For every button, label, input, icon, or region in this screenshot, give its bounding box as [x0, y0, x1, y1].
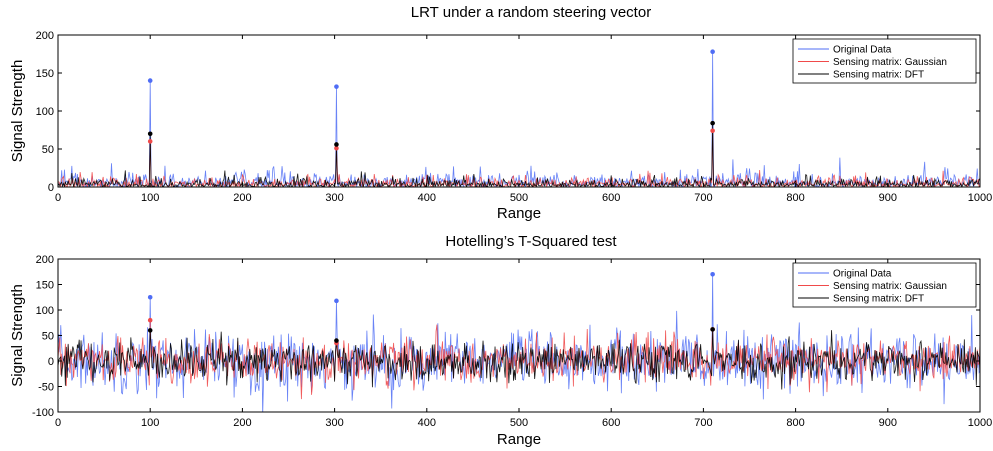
lrt-chart: LRT under a random steering vector Signal… [9, 4, 992, 222]
y-tick-label: 150 [36, 280, 54, 292]
y-tick-label: -100 [32, 407, 54, 419]
peak-marker [710, 49, 715, 55]
y-tick-label: -50 [38, 382, 54, 394]
y-tick-label: 200 [36, 30, 54, 42]
legend-entry: Sensing matrix: Gaussian [833, 281, 947, 292]
x-axis-label: Range [497, 431, 541, 448]
x-tick-label: 200 [233, 417, 251, 429]
peak-marker [147, 131, 153, 137]
x-tick-label: 700 [694, 417, 712, 429]
x-tick-label: 900 [879, 192, 897, 204]
peak-marker [710, 120, 715, 126]
x-axis-label: Range [497, 205, 541, 222]
peak-marker [147, 294, 153, 300]
x-tick-label: 500 [510, 192, 528, 204]
peak-marker [710, 128, 715, 134]
y-tick-label: 200 [36, 254, 54, 266]
series-group [58, 274, 980, 412]
peak-marker [334, 142, 339, 147]
peak-marker [147, 328, 153, 333]
peak-marker [334, 145, 339, 151]
peak-marker [710, 327, 715, 332]
legend-entry: Sensing matrix: Gaussian [833, 57, 947, 68]
x-tick-label: 1000 [968, 417, 992, 429]
x-tick-label: 1000 [968, 192, 992, 204]
y-tick-label: 0 [48, 182, 54, 194]
x-tick-label: 700 [694, 192, 712, 204]
y-tick-label: 50 [42, 331, 54, 343]
peak-marker [334, 338, 339, 343]
peak-marker [334, 84, 339, 89]
y-tick-label: 0 [48, 356, 54, 368]
legend-entry: Original Data [833, 45, 892, 56]
peak-marker [710, 272, 715, 277]
hotelling-chart: Hotelling’s T-Squared test Signal Strengt… [0, 227, 993, 451]
x-tick-label: 600 [602, 417, 620, 429]
peak-marker [147, 317, 153, 323]
legend-entry: Original Data [833, 269, 892, 280]
x-tick-label: 300 [325, 192, 343, 204]
y-tick-label: 100 [36, 305, 54, 317]
y-axis-label: Signal Strength [9, 284, 26, 387]
y-axis-label: Signal Strength [9, 60, 26, 163]
x-tick-label: 400 [418, 192, 436, 204]
peak-marker [147, 139, 153, 144]
x-tick-label: 800 [786, 417, 804, 429]
y-tick-label: 150 [36, 68, 54, 80]
x-tick-label: 0 [55, 192, 61, 204]
x-tick-label: 800 [786, 192, 804, 204]
x-tick-label: 500 [510, 417, 528, 429]
series-line [58, 329, 980, 390]
chart-title: Hotelling’s T-Squared test [445, 233, 617, 250]
chart-title: LRT under a random steering vector [411, 4, 651, 21]
series-line [58, 130, 980, 187]
lrt-chart-svg: LRT under a random steering vector Signal… [9, 4, 992, 222]
x-tick-label: 400 [418, 417, 436, 429]
y-tick-label: 100 [36, 106, 54, 118]
y-tick-label: 50 [42, 144, 54, 156]
legend-entry: Sensing matrix: DFT [833, 294, 924, 305]
peak-marker [147, 78, 153, 83]
x-tick-label: 300 [325, 417, 343, 429]
x-tick-label: 900 [879, 417, 897, 429]
x-tick-label: 100 [141, 417, 159, 429]
x-tick-label: 200 [233, 192, 251, 204]
peak-marker [334, 298, 339, 304]
x-tick-label: 600 [602, 192, 620, 204]
legend-entry: Sensing matrix: DFT [833, 70, 924, 81]
x-tick-label: 100 [141, 192, 159, 204]
x-tick-label: 0 [55, 417, 61, 429]
hotelling-chart-svg: Hotelling’s T-Squared test Signal Strengt… [9, 233, 992, 448]
